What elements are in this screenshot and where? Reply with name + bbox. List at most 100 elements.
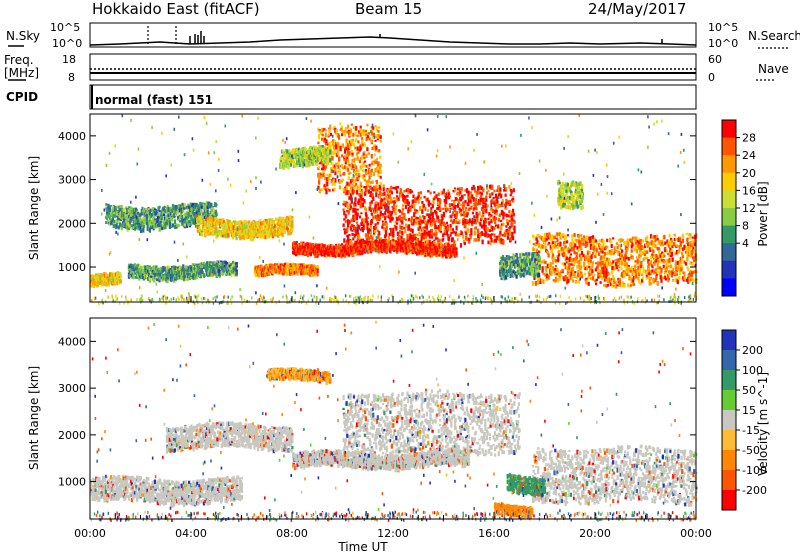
echo-cell bbox=[425, 236, 427, 239]
echo-cell bbox=[389, 233, 391, 236]
echo-cell bbox=[418, 199, 420, 204]
echo-cell bbox=[381, 193, 383, 197]
echo-cell bbox=[184, 220, 186, 224]
echo-cell bbox=[393, 241, 395, 245]
echo-cell bbox=[451, 200, 453, 202]
nsky-trace bbox=[90, 37, 696, 45]
echo-cell bbox=[398, 197, 400, 201]
echo-cell bbox=[491, 233, 493, 235]
echo-cell bbox=[446, 222, 448, 225]
echo-cell bbox=[404, 229, 406, 234]
echo-cell bbox=[196, 215, 198, 217]
echo-cell bbox=[403, 238, 405, 240]
echo-cell bbox=[470, 236, 472, 239]
echo-cell bbox=[363, 225, 365, 230]
echo-cell bbox=[361, 218, 363, 222]
echo-cell bbox=[476, 207, 478, 210]
echo-cell bbox=[487, 190, 489, 192]
echo-cell bbox=[317, 265, 319, 268]
echo-cell bbox=[448, 236, 450, 241]
echo-cell bbox=[434, 221, 436, 224]
echo-cell bbox=[379, 191, 381, 195]
echo-cell bbox=[369, 237, 371, 239]
echo-cell bbox=[359, 216, 361, 219]
echo-cell bbox=[164, 206, 166, 208]
nsky-label: N.Sky bbox=[6, 29, 40, 43]
echo-cell bbox=[438, 204, 440, 206]
echo-cell bbox=[468, 223, 470, 226]
echo-cell bbox=[478, 238, 480, 241]
echo-cell bbox=[396, 222, 398, 224]
echo-cell bbox=[351, 233, 353, 236]
echo-cell bbox=[378, 207, 380, 210]
echo-cell bbox=[353, 190, 355, 193]
echo-cell bbox=[467, 228, 469, 233]
echo-cell bbox=[291, 220, 293, 223]
echo-cell bbox=[150, 209, 152, 212]
echo-cell bbox=[464, 194, 466, 196]
echo-cell bbox=[456, 211, 458, 214]
echo-cell bbox=[388, 201, 390, 205]
echo-cell bbox=[406, 234, 408, 236]
echo-cell bbox=[356, 222, 358, 224]
echo-cell bbox=[418, 195, 420, 197]
echo-cell bbox=[430, 192, 432, 195]
echo-cell bbox=[458, 233, 460, 236]
echo-cell bbox=[450, 224, 452, 227]
echo-cell bbox=[445, 242, 447, 246]
echo-cell bbox=[358, 236, 360, 240]
echo-cell bbox=[432, 212, 434, 216]
echo-cell bbox=[350, 240, 352, 245]
echo-cell bbox=[372, 236, 374, 240]
nsky-dotted-spikes bbox=[148, 25, 176, 44]
echo-cell bbox=[348, 234, 350, 236]
echo-cell bbox=[460, 243, 462, 248]
echo-cell bbox=[430, 242, 432, 247]
echo-cell bbox=[356, 190, 358, 194]
echo-cell bbox=[317, 273, 319, 277]
echo-cell bbox=[449, 203, 451, 207]
echo-cell bbox=[442, 208, 444, 210]
echo-cell bbox=[487, 227, 489, 232]
echo-cell bbox=[442, 238, 444, 241]
echo-cell bbox=[403, 190, 405, 193]
echo-cell bbox=[457, 203, 459, 208]
echo-cell bbox=[424, 232, 426, 236]
echo-cell bbox=[372, 193, 374, 196]
echo-cell bbox=[488, 221, 490, 225]
echo-cell bbox=[343, 208, 345, 211]
echo-cell bbox=[419, 206, 421, 211]
echo-cell bbox=[467, 212, 469, 215]
echo-cell bbox=[163, 214, 165, 216]
echo-cell bbox=[473, 207, 475, 210]
echo-cell bbox=[297, 271, 299, 275]
echo-cell bbox=[407, 188, 409, 193]
nsky-strip: N.Sky 10^5 10^0 10^5 10^0 N.Search bbox=[6, 21, 800, 50]
nsearch-label: N.Search bbox=[748, 29, 800, 43]
echo-cell bbox=[288, 220, 290, 222]
echo-cell bbox=[371, 208, 373, 210]
echo-cell bbox=[184, 207, 186, 209]
echo-cell bbox=[492, 209, 494, 213]
echo-cell bbox=[405, 205, 407, 209]
echo-cell bbox=[109, 208, 111, 212]
echo-cell bbox=[482, 188, 484, 193]
echo-cell bbox=[386, 226, 388, 230]
echo-cell bbox=[456, 226, 458, 231]
echo-cell bbox=[439, 199, 441, 203]
echo-cell bbox=[291, 224, 293, 228]
echo-cell bbox=[155, 265, 157, 267]
echo-cell bbox=[291, 216, 293, 219]
echo-cell bbox=[481, 224, 483, 228]
echo-cell bbox=[490, 214, 492, 217]
echo-cell bbox=[371, 212, 373, 215]
echo-cell bbox=[380, 237, 382, 239]
echo-cell bbox=[456, 198, 458, 201]
echo-cell bbox=[110, 205, 112, 207]
echo-cell bbox=[489, 193, 491, 196]
echo-cell bbox=[482, 205, 484, 209]
echo-cell bbox=[443, 212, 445, 216]
echo-cell bbox=[365, 208, 367, 212]
echo-cell bbox=[493, 234, 495, 238]
echo-cell bbox=[473, 238, 475, 242]
